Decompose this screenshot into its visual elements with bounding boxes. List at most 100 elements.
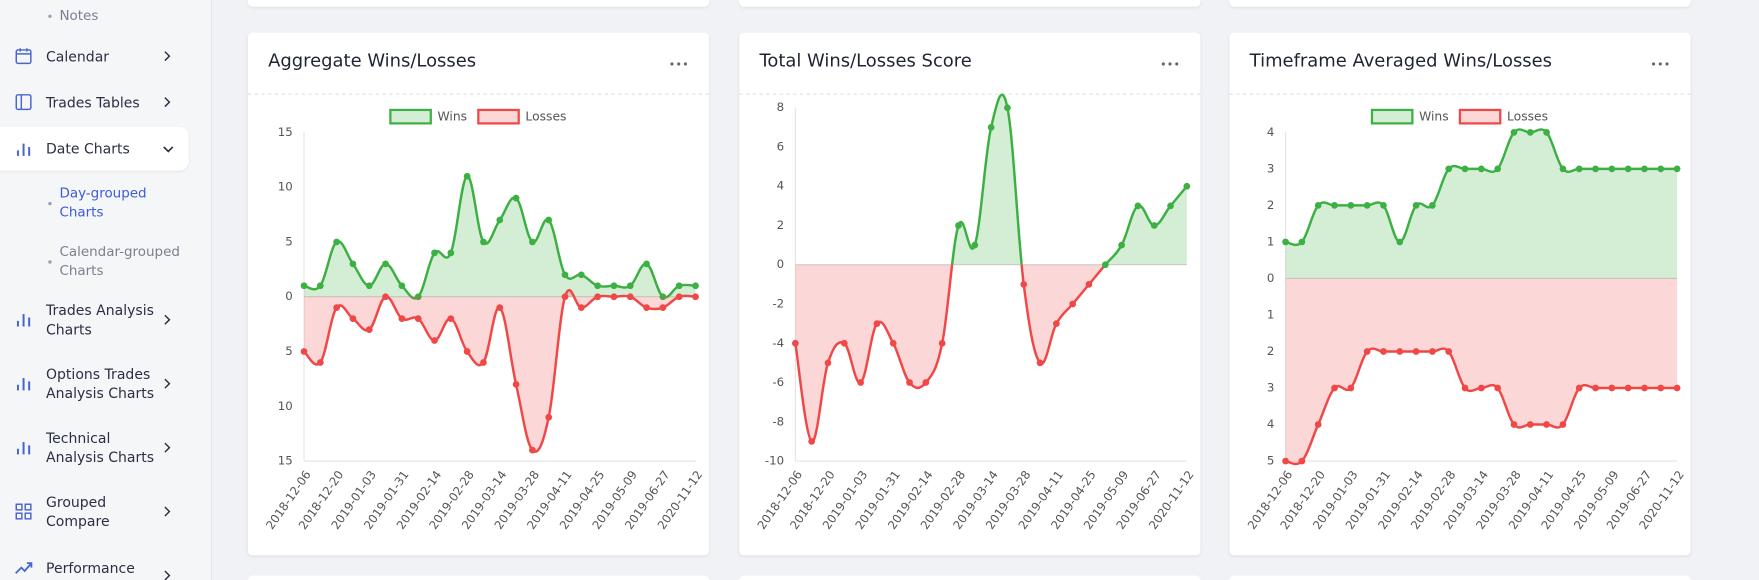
nav-item[interactable]: Date Charts — [0, 126, 189, 171]
point — [692, 282, 699, 290]
card-edge — [247, 0, 709, 7]
nav-label: Options Trades Analysis Charts — [45, 365, 155, 402]
point — [545, 216, 553, 224]
y-tick-label: 8 — [777, 100, 785, 114]
y-tick-label: 0 — [1267, 271, 1275, 285]
legend-item[interactable]: Wins — [1370, 108, 1449, 125]
point — [1134, 202, 1142, 210]
legend-swatch — [477, 108, 520, 125]
menu-dot — [1161, 62, 1165, 66]
point — [333, 304, 340, 312]
menu-button[interactable] — [1651, 62, 1669, 66]
chevron — [164, 378, 171, 389]
point — [382, 293, 389, 301]
point — [791, 339, 799, 347]
menu-dot — [1175, 62, 1179, 66]
nav-label: Notes — [59, 7, 99, 24]
chevron — [163, 145, 174, 153]
point — [955, 222, 962, 229]
point — [643, 260, 650, 268]
point — [1412, 348, 1420, 355]
point — [626, 293, 634, 301]
icon — [15, 562, 33, 574]
point — [1445, 165, 1453, 173]
icon — [15, 94, 32, 111]
legend-swatch — [1458, 108, 1502, 125]
nav-item[interactable]: Day-grouped Charts — [0, 183, 188, 223]
nav-label: Performance — [45, 559, 135, 577]
nav-item[interactable]: Technical Analysis Charts — [0, 427, 188, 467]
nav-item[interactable]: Grouped Compare — [0, 491, 188, 531]
menu-button[interactable] — [1161, 62, 1179, 66]
chart-title: Aggregate Wins/Losses — [268, 51, 476, 72]
point — [922, 379, 930, 386]
chart: Timeframe Averaged Wins/Losses 4 3 2 1 0 1 2 3 4 5… — [1229, 51, 1691, 532]
point — [626, 282, 634, 290]
menu-button[interactable] — [670, 62, 687, 66]
y-tick-label: -6 — [772, 375, 784, 389]
point — [1510, 129, 1518, 136]
nav-item[interactable]: Calendar — [0, 45, 188, 67]
point — [1543, 421, 1550, 428]
legend-item[interactable]: Losses — [1458, 108, 1548, 125]
point — [398, 282, 406, 290]
point — [316, 282, 324, 290]
y-tick-label: 0 — [285, 289, 293, 303]
menu-dot — [1665, 62, 1669, 66]
nav-label: Calendar-grouped Charts — [59, 243, 180, 279]
point — [1150, 222, 1158, 229]
point — [480, 238, 487, 246]
point — [1641, 384, 1648, 392]
point — [529, 238, 536, 246]
point — [333, 238, 340, 246]
nav-item[interactable]: Options Trades Analysis Charts — [0, 363, 188, 403]
y-tick-label: 10 — [278, 399, 293, 413]
nav-item[interactable]: Performance — [0, 554, 188, 580]
nav-item[interactable]: Trades Tables — [0, 91, 188, 113]
point — [1412, 202, 1420, 209]
menu-dot — [677, 62, 681, 66]
point — [1608, 165, 1616, 173]
nav-item[interactable]: Notes — [0, 7, 188, 26]
point — [840, 339, 848, 347]
point — [1429, 202, 1436, 209]
point — [1052, 320, 1060, 328]
point — [349, 315, 357, 322]
sidebar: Notes Calendar Trades Tables Date Charts… — [0, 0, 213, 580]
point — [1657, 384, 1665, 392]
point — [463, 172, 471, 180]
point — [496, 216, 504, 224]
chevron — [164, 314, 171, 325]
point — [349, 260, 357, 268]
point — [414, 315, 422, 322]
point — [1085, 281, 1093, 288]
point — [1526, 129, 1534, 136]
y-tick-label: 3 — [1267, 161, 1275, 175]
point — [414, 293, 422, 301]
nav-item[interactable]: Calendar-grouped Charts — [0, 241, 188, 281]
legend-item[interactable]: Wins — [389, 108, 467, 125]
card-edge — [1229, 575, 1691, 580]
point — [1526, 421, 1534, 428]
point — [1624, 165, 1632, 173]
point — [594, 282, 602, 290]
point — [1118, 241, 1125, 249]
legend-label: Wins — [1419, 110, 1449, 124]
point — [610, 293, 618, 301]
chart-card: Total Wins/Losses Score -10 -8 -6 -4 -2 0 2 4 6 8 2… — [739, 32, 1201, 556]
legend-item[interactable]: Losses — [477, 108, 567, 125]
y-tick-label: -2 — [772, 297, 784, 311]
point — [1494, 384, 1502, 392]
y-tick-label: -4 — [772, 336, 784, 350]
legend-swatch — [389, 108, 432, 125]
y-tick-label: 15 — [278, 454, 293, 468]
nav-label: Grouped Compare — [45, 493, 110, 530]
nav-item[interactable]: Trades Analysis Charts — [0, 300, 188, 340]
menu-dot — [1651, 62, 1656, 66]
chevron — [164, 51, 171, 62]
point — [382, 260, 389, 268]
chart-card: Aggregate Wins/Losses 15 10 5 0 5 10 15 2018-12-… — [247, 32, 709, 556]
area — [1285, 129, 1678, 279]
y-tick-label: 5 — [1267, 454, 1275, 468]
